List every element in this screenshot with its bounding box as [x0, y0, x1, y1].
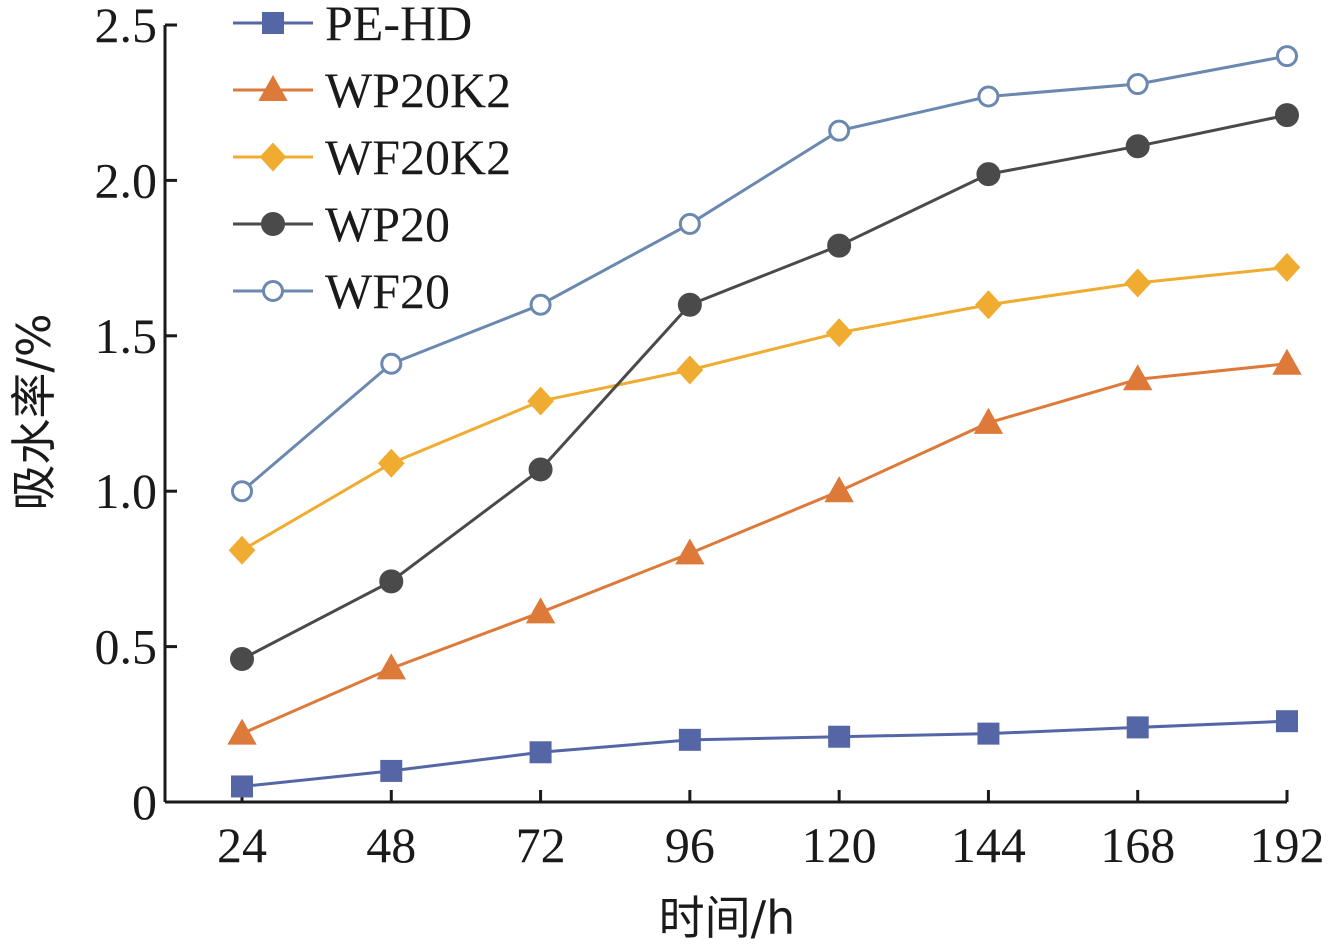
data-point — [1273, 252, 1301, 282]
data-point — [1276, 710, 1298, 733]
legend-label: WP20K2 — [325, 62, 511, 118]
data-point — [231, 480, 253, 503]
x-axis-title: 时间/h — [659, 891, 796, 944]
legend-label: PE-HD — [325, 0, 472, 51]
data-point — [828, 725, 851, 748]
x-tick-label: 24 — [217, 817, 267, 873]
data-point — [529, 293, 552, 316]
data-point — [825, 318, 853, 348]
data-point — [678, 728, 701, 751]
y-tick-label: 2.5 — [95, 0, 158, 53]
series-line — [241, 719, 1288, 788]
data-point — [1123, 364, 1153, 391]
legend-marker — [261, 212, 285, 236]
data-point — [676, 355, 704, 385]
y-axis-title: 吸水率/% — [7, 313, 61, 510]
series-wf20 — [231, 45, 1298, 503]
data-point — [975, 290, 1002, 320]
legend-marker — [262, 12, 284, 34]
data-point — [976, 162, 1001, 187]
y-tick-label: 1.0 — [95, 463, 158, 519]
series-wp20 — [230, 103, 1299, 672]
series-line — [241, 54, 1288, 493]
data-point — [827, 233, 852, 258]
data-point — [1124, 268, 1152, 298]
y-tick-label: 0.5 — [95, 619, 158, 675]
data-point — [525, 597, 556, 624]
data-point — [1276, 45, 1298, 68]
series-pe-hd — [231, 710, 1298, 798]
legend-label: WF20K2 — [325, 129, 511, 185]
legend-entry: WF20 — [233, 263, 450, 319]
legend-marker — [259, 142, 287, 172]
data-point — [675, 538, 705, 565]
data-point — [228, 535, 256, 565]
data-point — [379, 569, 404, 594]
x-tick-label: 168 — [1100, 817, 1175, 873]
data-point — [527, 386, 554, 416]
data-point — [1272, 348, 1302, 375]
series-line — [241, 362, 1288, 735]
legend-entry: WF20K2 — [233, 129, 511, 185]
data-point — [376, 653, 406, 680]
legend-entry: WP20K2 — [233, 62, 511, 118]
series-wp20k2 — [227, 348, 1302, 745]
series-line — [241, 265, 1288, 552]
series-wf20k2 — [228, 252, 1301, 565]
data-point — [230, 647, 254, 672]
y-tick-label: 1.5 — [95, 308, 158, 364]
legend-label: WP20 — [325, 196, 450, 252]
data-point — [380, 759, 403, 782]
x-tick-label: 192 — [1250, 817, 1325, 873]
data-point — [377, 448, 405, 478]
legend-entry: PE-HD — [233, 0, 472, 51]
y-tick-label: 0 — [132, 774, 157, 830]
data-point — [529, 741, 552, 764]
data-point — [227, 718, 257, 745]
data-point — [231, 775, 253, 798]
chart-series — [227, 45, 1302, 798]
data-point — [1125, 134, 1150, 159]
x-tick-label: 144 — [951, 817, 1026, 873]
y-tick-label: 2.0 — [95, 152, 158, 208]
legend-marker — [258, 74, 288, 101]
x-tick-label: 72 — [516, 817, 566, 873]
legend-label: WF20 — [325, 263, 450, 319]
data-point — [1275, 103, 1299, 128]
data-point — [973, 407, 1004, 434]
x-tick-label: 96 — [665, 817, 715, 873]
data-point — [977, 722, 1000, 745]
legend-entry: WP20 — [233, 196, 450, 252]
data-point — [824, 476, 854, 503]
x-tick-label: 48 — [366, 817, 416, 873]
data-point — [677, 292, 702, 317]
chart-legend: PE-HD WP20K2 WF20K2 WP20 WF20 — [233, 0, 511, 319]
data-point — [678, 212, 701, 235]
x-tick-label: 120 — [802, 817, 877, 873]
data-point — [977, 85, 1000, 108]
data-point — [380, 352, 403, 375]
data-point — [828, 119, 851, 142]
legend-marker — [262, 280, 284, 302]
data-point — [528, 457, 553, 482]
chart-axes: 0 0.5 1.0 1.5 2.0 2.5 24 48 72 96 120 144 168 192 — [95, 0, 1325, 873]
data-point — [1126, 73, 1149, 96]
series-line — [241, 113, 1288, 661]
data-point — [1126, 716, 1149, 739]
